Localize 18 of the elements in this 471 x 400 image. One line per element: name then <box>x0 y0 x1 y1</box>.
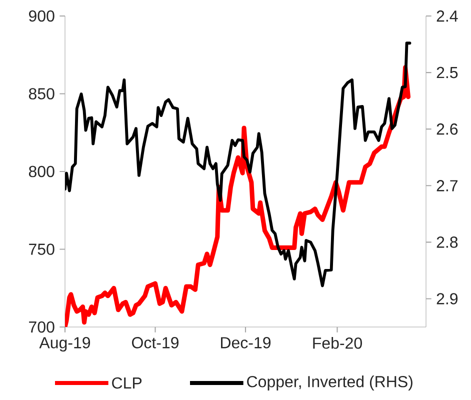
x-tick-label: Aug-19 <box>39 337 90 352</box>
line-series <box>65 42 412 288</box>
x-tick-label: Dec-19 <box>221 337 271 348</box>
y-tick-label: 700 <box>29 321 54 333</box>
y2-tick-label: 2.6 <box>436 123 458 135</box>
x-tick-label: Feb-20 <box>313 337 362 349</box>
y2-tick-label: 2.4 <box>436 10 458 22</box>
y2-tick-label: 2.8 <box>436 236 458 248</box>
legend-label: CLP <box>112 377 142 389</box>
y2-tick-label: 2.5 <box>436 66 458 78</box>
y2-tick-label: 2.9 <box>436 293 458 304</box>
y-tick-label: 850 <box>28 88 54 100</box>
y-tick-label: 900 <box>29 10 54 22</box>
legend-label: Copper, Inverted (RHS) <box>247 376 412 390</box>
y-tick-label: 750 <box>29 244 54 255</box>
y2-tick-label: 2.7 <box>436 180 458 192</box>
y-tick-label: 800 <box>28 166 54 178</box>
x-tick-label: Oct-19 <box>132 337 178 348</box>
